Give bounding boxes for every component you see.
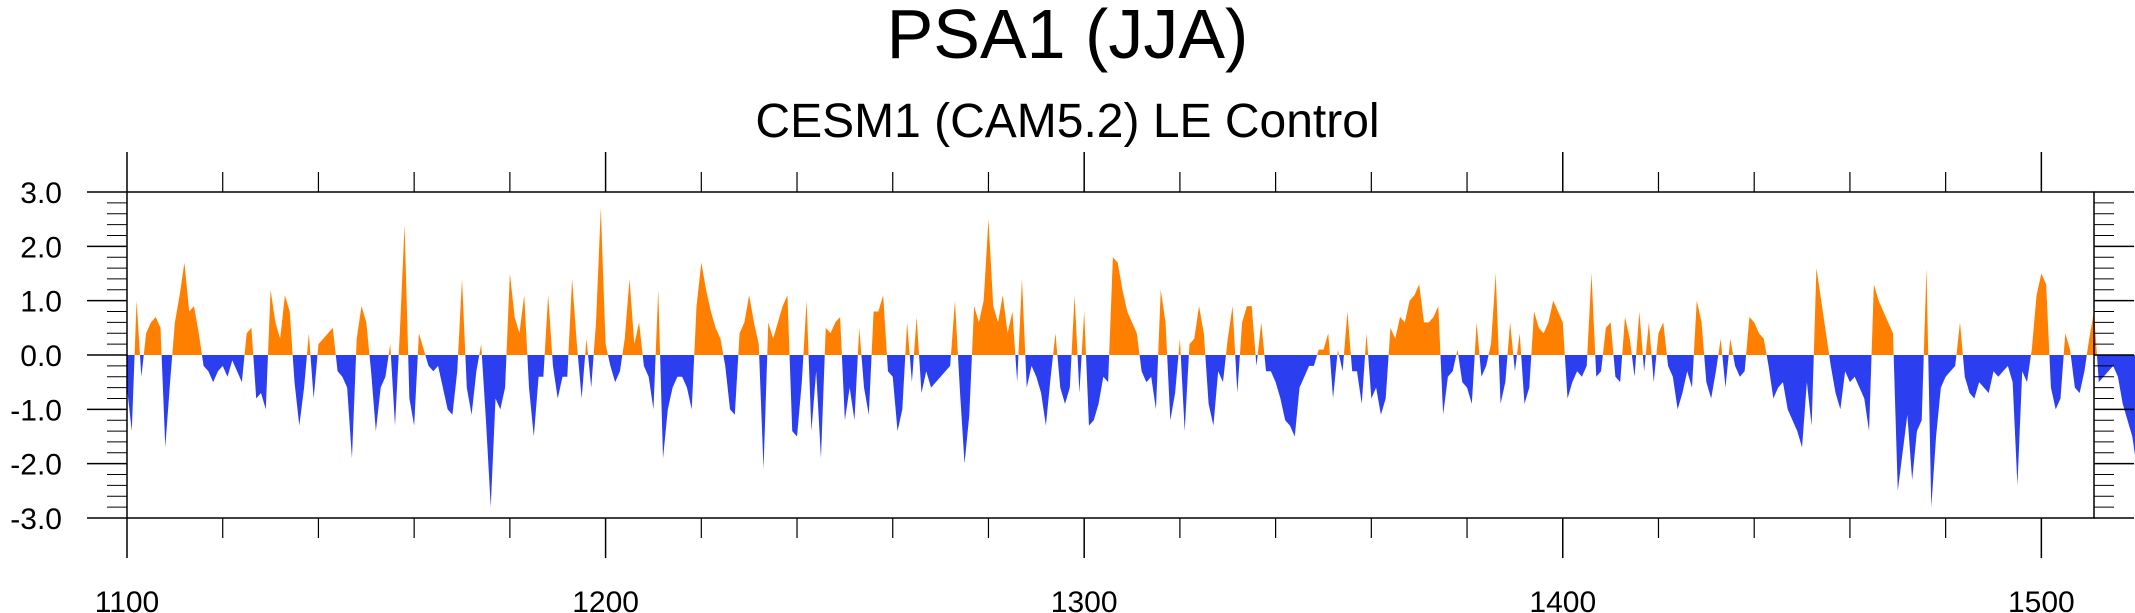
chart-title: PSA1 (JJA) <box>886 0 1249 73</box>
y-tick-label: 2.0 <box>20 231 62 264</box>
x-tick-label: 1100 <box>95 586 160 613</box>
positive-anomaly-area <box>127 208 2135 355</box>
y-tick-label: -1.0 <box>10 394 62 427</box>
y-tick-label: -2.0 <box>10 449 62 482</box>
x-tick-label: 1200 <box>572 586 639 613</box>
x-tick-label: 1500 <box>2008 586 2075 613</box>
x-tick-label: 1300 <box>1051 586 1118 613</box>
y-tick-label: 3.0 <box>20 177 62 210</box>
y-tick-label: 0.0 <box>20 340 62 373</box>
chart-subtitle: CESM1 (CAM5.2) LE Control <box>755 95 1380 148</box>
y-tick-label: 1.0 <box>20 286 62 319</box>
anomaly-fills <box>127 208 2135 508</box>
plot-axes: 1100 1200 1300 1400 1500 3.0 2.0 1.0 0.0 -1.0 -2.0… <box>10 152 2134 613</box>
y-tick-label: -3.0 <box>10 503 62 536</box>
negative-anomaly-area <box>127 355 2135 508</box>
x-tick-label: 1400 <box>1529 586 1596 613</box>
